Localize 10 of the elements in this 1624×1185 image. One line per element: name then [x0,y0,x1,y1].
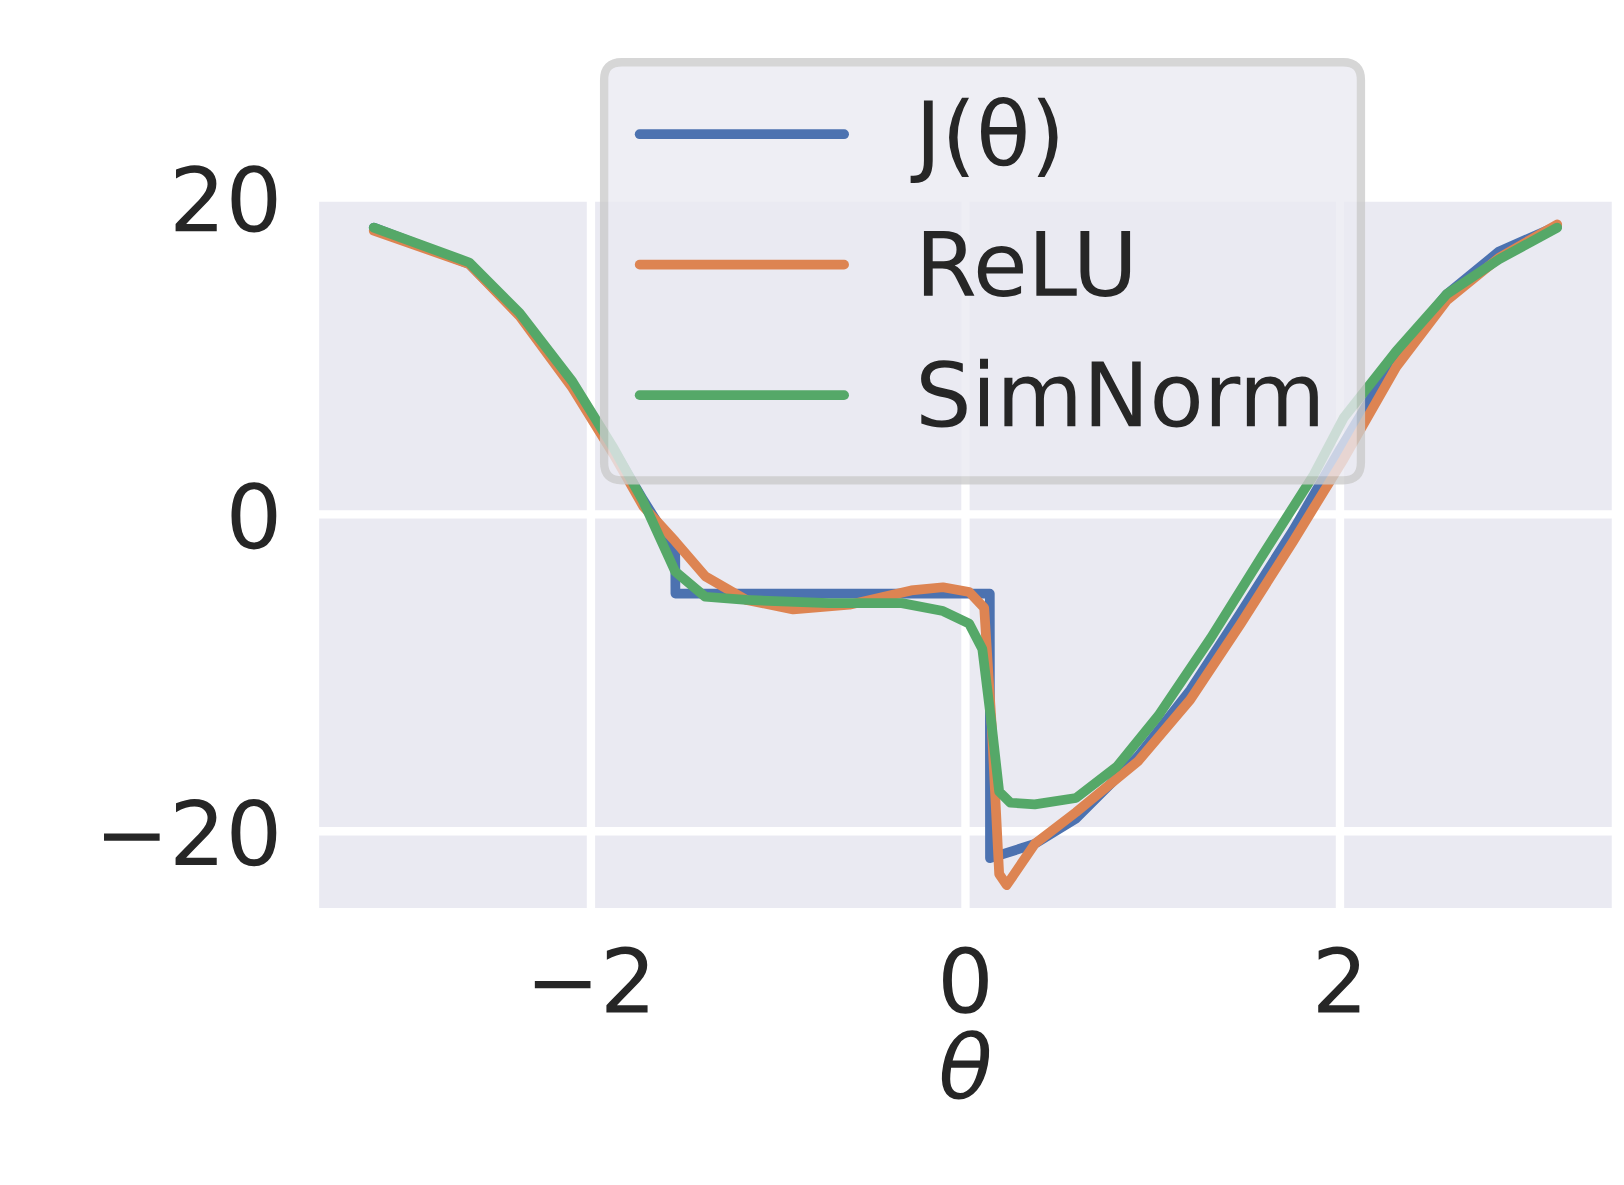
y-tick-label: 20 [175,165,277,233]
x-tick-label: −2 [534,946,648,1013]
legend-label: SimNorm [921,358,1318,428]
y-tick-label: −20 [104,799,277,867]
x-tick-label: 2 [1318,946,1360,1013]
x-axis-title: θ [941,1030,990,1100]
x-tick-label: 0 [943,946,988,1014]
y-tick-label: 0 [231,482,277,550]
legend-label: ReLU [923,230,1131,298]
legend-label: J(θ) [910,97,1058,184]
